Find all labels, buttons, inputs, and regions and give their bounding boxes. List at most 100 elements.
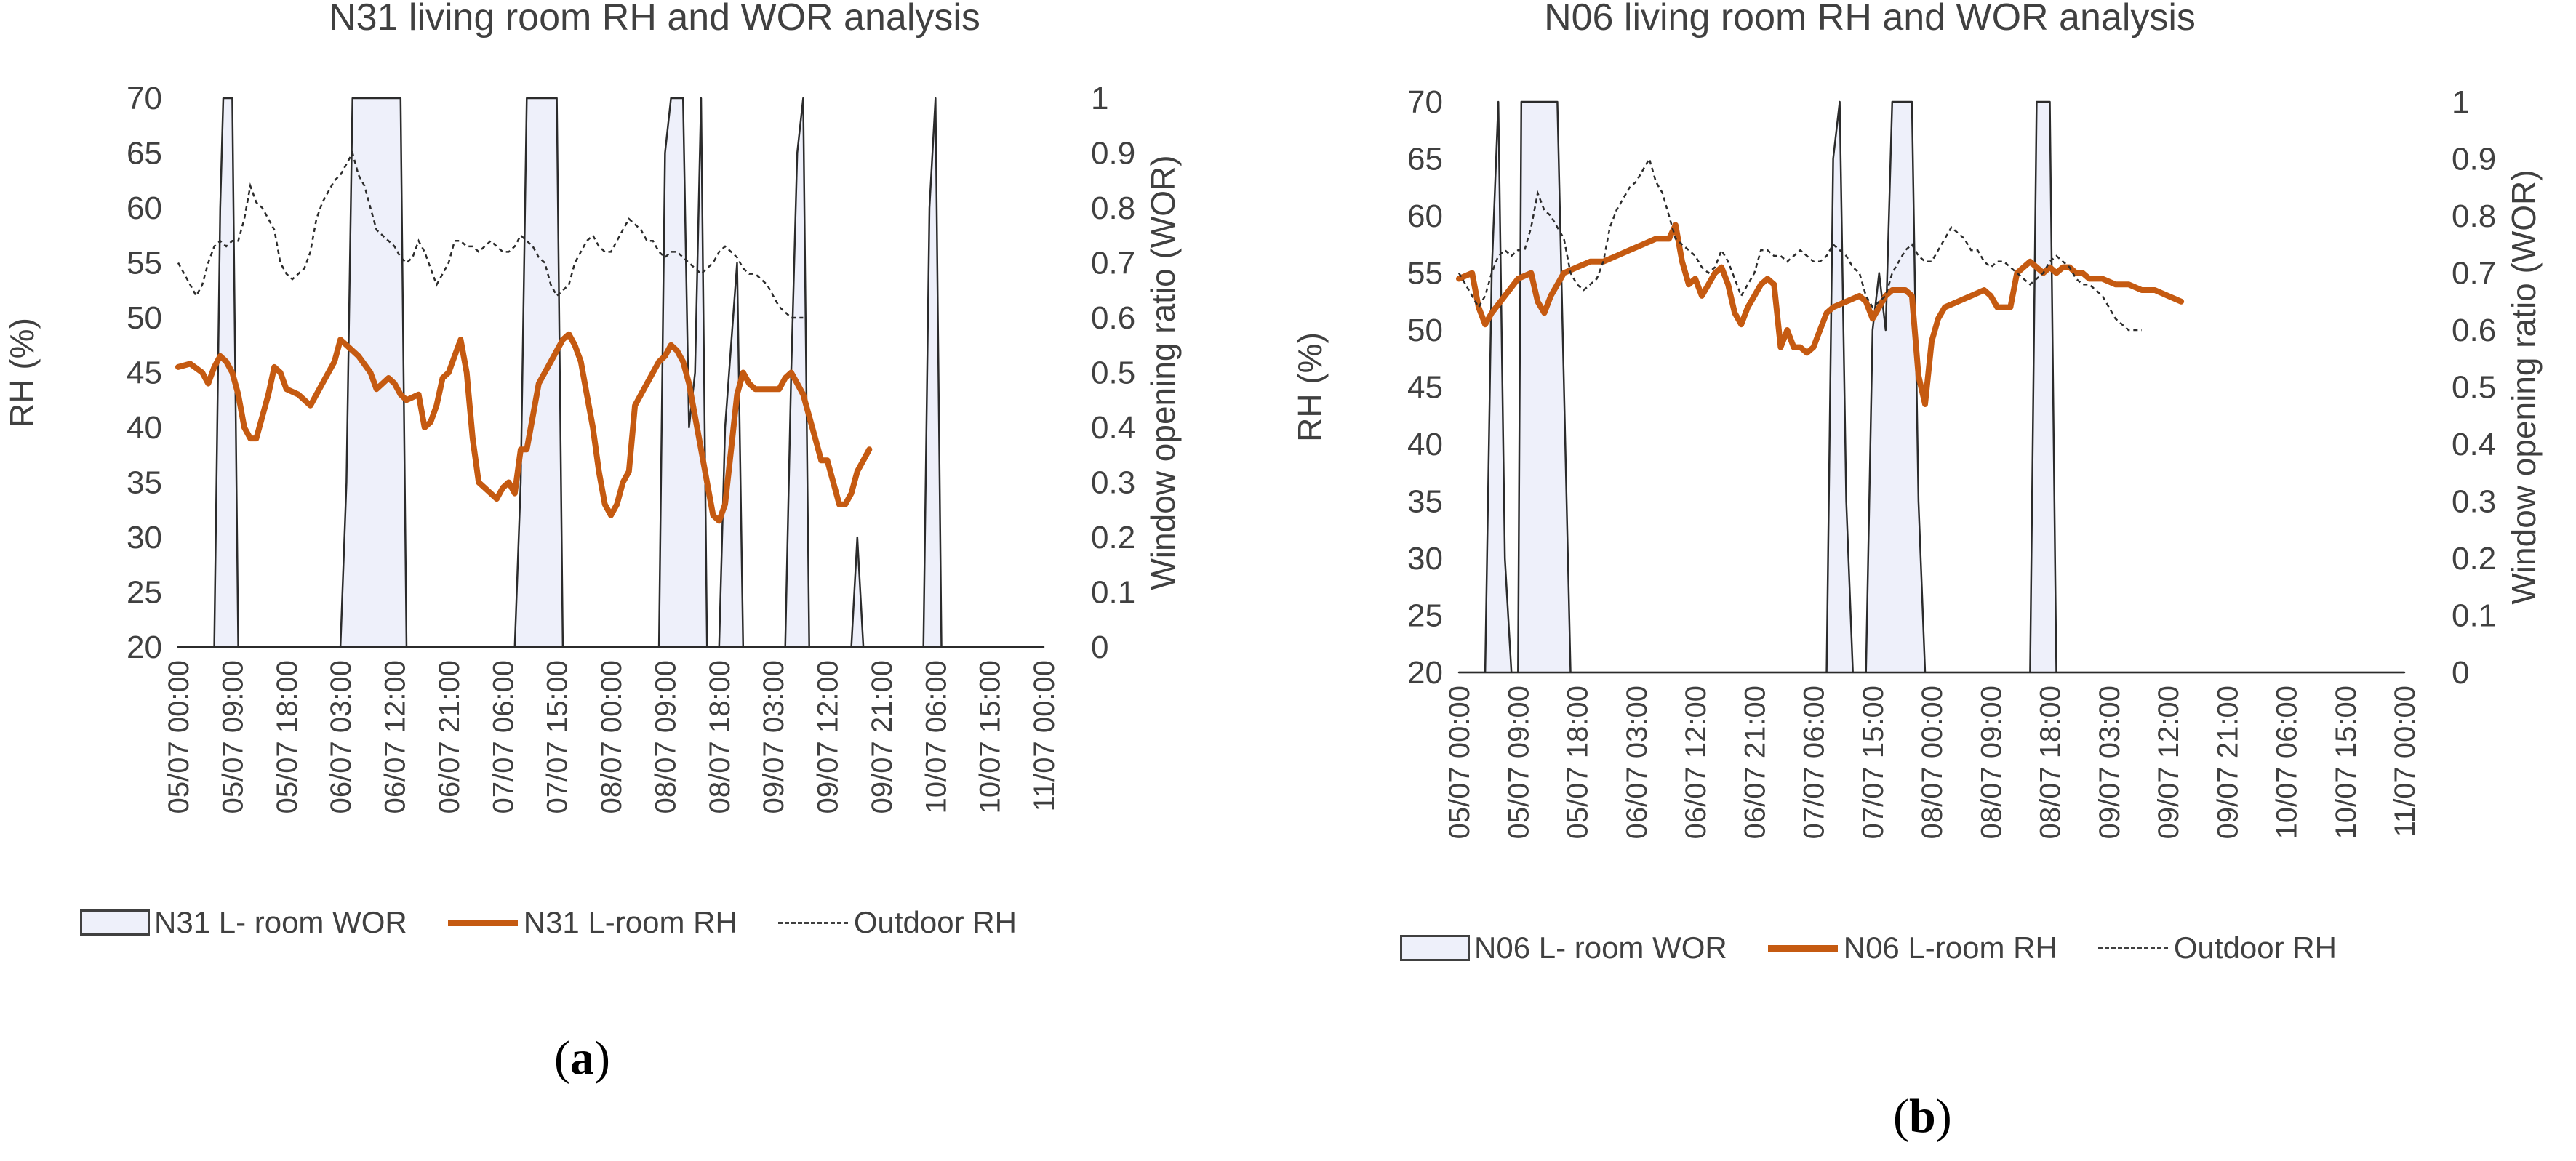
y2-tick-label: 0.1 — [2452, 598, 2496, 634]
y-axis-label: RH (%) — [1291, 332, 1329, 442]
x-tick-label: 09/07 03:00 — [2094, 686, 2126, 839]
x-tick-label: 07/07 15:00 — [542, 660, 574, 813]
y2-tick-label: 1 — [2452, 84, 2469, 120]
panel-label-b-letter: b — [1908, 1090, 1936, 1143]
series-wor-area — [177, 97, 1045, 648]
series-indoor-rh-line — [1456, 222, 2185, 407]
x-tick-label: 09/07 03:00 — [758, 660, 790, 813]
x-tick-label: 11/07 00:00 — [2389, 686, 2421, 837]
y-tick-label: 60 — [127, 190, 162, 226]
legend-swatch-outdoor — [2097, 947, 2168, 949]
legend-label-outdoor: Outdoor RH — [853, 905, 1017, 939]
x-tick-label: 05/07 00:00 — [163, 660, 195, 813]
y2-tick-label: 1 — [1091, 81, 1108, 116]
legend-item-outdoor: Outdoor RH — [777, 905, 1017, 940]
y-tick-label: 30 — [127, 520, 162, 555]
chart-title-b: N06 living room RH and WOR analysis — [1544, 0, 2196, 39]
y-tick-label: 45 — [1407, 370, 1443, 406]
y-tick-label: 35 — [1407, 484, 1443, 520]
legend-swatch-rh — [1767, 944, 1838, 952]
legend-swatch-rh — [447, 919, 518, 926]
y-tick-label: 30 — [1407, 541, 1443, 577]
y-tick-label: 70 — [127, 81, 162, 116]
x-tick-label: 11/07 00:00 — [1028, 660, 1060, 811]
x-tick-label: 07/07 15:00 — [1857, 686, 1889, 839]
x-tick-label: 06/07 21:00 — [433, 660, 465, 813]
x-tick-label: 08/07 09:00 — [1975, 686, 2007, 839]
legend-label-wor: N06 L- room WOR — [1474, 931, 1727, 965]
y2-tick-label: 0 — [1091, 630, 1108, 665]
y2-tick-label: 0.6 — [2452, 313, 2496, 348]
legend-swatch-outdoor — [777, 921, 848, 924]
y-tick-label: 50 — [127, 300, 162, 336]
y2-tick-label: 0.3 — [1091, 465, 1135, 501]
y2-axis-label: Window opening ratio (WOR) — [2505, 169, 2543, 604]
x-tick-label: 06/07 03:00 — [325, 660, 357, 813]
y2-tick-label: 0.5 — [2452, 370, 2496, 406]
x-tick-label: 06/07 12:00 — [1680, 686, 1712, 839]
y-tick-label: 65 — [1407, 142, 1443, 177]
y2-tick-label: 0.7 — [1091, 246, 1135, 281]
x-tick-label: 05/07 18:00 — [271, 660, 303, 813]
y2-tick-label: 0.2 — [1091, 520, 1135, 555]
legend-b: N06 L- room WOR N06 L-room RH Outdoor RH — [1400, 931, 2377, 965]
y-tick-label: 55 — [1407, 256, 1443, 292]
y2-axis-label: Window opening ratio (WOR) — [1144, 155, 1182, 590]
x-tick-label: 08/07 00:00 — [596, 660, 628, 813]
y2-tick-label: 0.8 — [2452, 198, 2496, 234]
x-tick-label: 05/07 18:00 — [1562, 686, 1594, 839]
legend-label-rh: N31 L-room RH — [523, 905, 737, 939]
x-tick-label: 09/07 12:00 — [2153, 686, 2185, 839]
y-tick-label: 40 — [127, 410, 162, 446]
x-tick-label: 06/07 21:00 — [1739, 686, 1771, 839]
x-tick-label: 06/07 03:00 — [1621, 686, 1653, 839]
x-tick-label: 10/07 06:00 — [2271, 686, 2303, 839]
y2-tick-label: 0.6 — [1091, 300, 1135, 336]
y-tick-label: 40 — [1407, 427, 1443, 462]
y2-tick-label: 0.9 — [2452, 142, 2496, 177]
x-tick-label: 05/07 00:00 — [1444, 686, 1476, 839]
y2-tick-label: 0.4 — [2452, 427, 2496, 462]
chart-svg-a: 20 25 30 35 40 45 50 55 60 65 70 0 0.1 0.2 0.3 0.4 0.5 0.… — [3, 81, 1182, 813]
x-tick-label: 09/07 21:00 — [866, 660, 898, 813]
series-indoor-rh-line — [175, 331, 873, 524]
series-outdoor-rh-line — [177, 150, 804, 319]
x-tick-label: 10/07 15:00 — [975, 660, 1007, 813]
chart-panel-b: N06 living room RH and WOR analysis 20 25… — [1288, 0, 2576, 1161]
x-tick-label: 06/07 12:00 — [380, 660, 412, 813]
y-tick-label: 70 — [1407, 84, 1443, 120]
series-outdoor-rh-line — [1457, 156, 2142, 332]
y-tick-label: 35 — [127, 465, 162, 501]
x-tick-label: 08/07 18:00 — [704, 660, 736, 813]
panel-label-b: (b) — [1893, 1090, 1952, 1143]
chart-panel-a: N31 living room RH and WOR analysis 20 25… — [3, 0, 1182, 1085]
y-tick-label: 25 — [1407, 598, 1443, 634]
y2-tick-label: 0.2 — [2452, 541, 2496, 577]
y2-tick-label: 0.7 — [2452, 256, 2496, 292]
y-tick-label: 45 — [127, 355, 162, 391]
y-tick-label: 25 — [127, 575, 162, 611]
x-tick-label: 08/07 18:00 — [2035, 686, 2067, 839]
x-tick-label: 07/07 06:00 — [1799, 686, 1831, 839]
legend-item-wor: N06 L- room WOR — [1400, 931, 1727, 965]
legend-item-rh: N31 L-room RH — [447, 905, 737, 940]
legend-item-outdoor: Outdoor RH — [2097, 931, 2337, 965]
chart-svg-b: 20 25 30 35 40 45 50 55 60 65 70 0 0.1 0.2 0.3 0.4 0.5 0.… — [1291, 84, 2543, 839]
x-tick-label: 08/07 09:00 — [649, 660, 681, 813]
y2-tick-label: 0.4 — [1091, 410, 1135, 446]
legend-swatch-wor — [1400, 935, 1470, 961]
x-tick-label: 08/07 00:00 — [1916, 686, 1948, 839]
x-tick-label: 10/07 06:00 — [920, 660, 952, 813]
legend-item-rh: N06 L-room RH — [1767, 931, 2057, 965]
y-axis-label: RH (%) — [3, 318, 41, 427]
x-tick-label: 10/07 15:00 — [2330, 686, 2362, 839]
x-tick-label: 05/07 09:00 — [1503, 686, 1535, 839]
y2-tick-label: 0.8 — [1091, 190, 1135, 226]
panel-label-a-letter: a — [569, 1032, 594, 1085]
legend-label-outdoor: Outdoor RH — [2173, 931, 2337, 965]
legend-label-wor: N31 L- room WOR — [154, 905, 407, 939]
x-tick-label: 09/07 21:00 — [2212, 686, 2244, 839]
y-tick-label: 50 — [1407, 313, 1443, 348]
series-wor-area — [1457, 100, 2406, 674]
y-tick-label: 55 — [127, 246, 162, 281]
